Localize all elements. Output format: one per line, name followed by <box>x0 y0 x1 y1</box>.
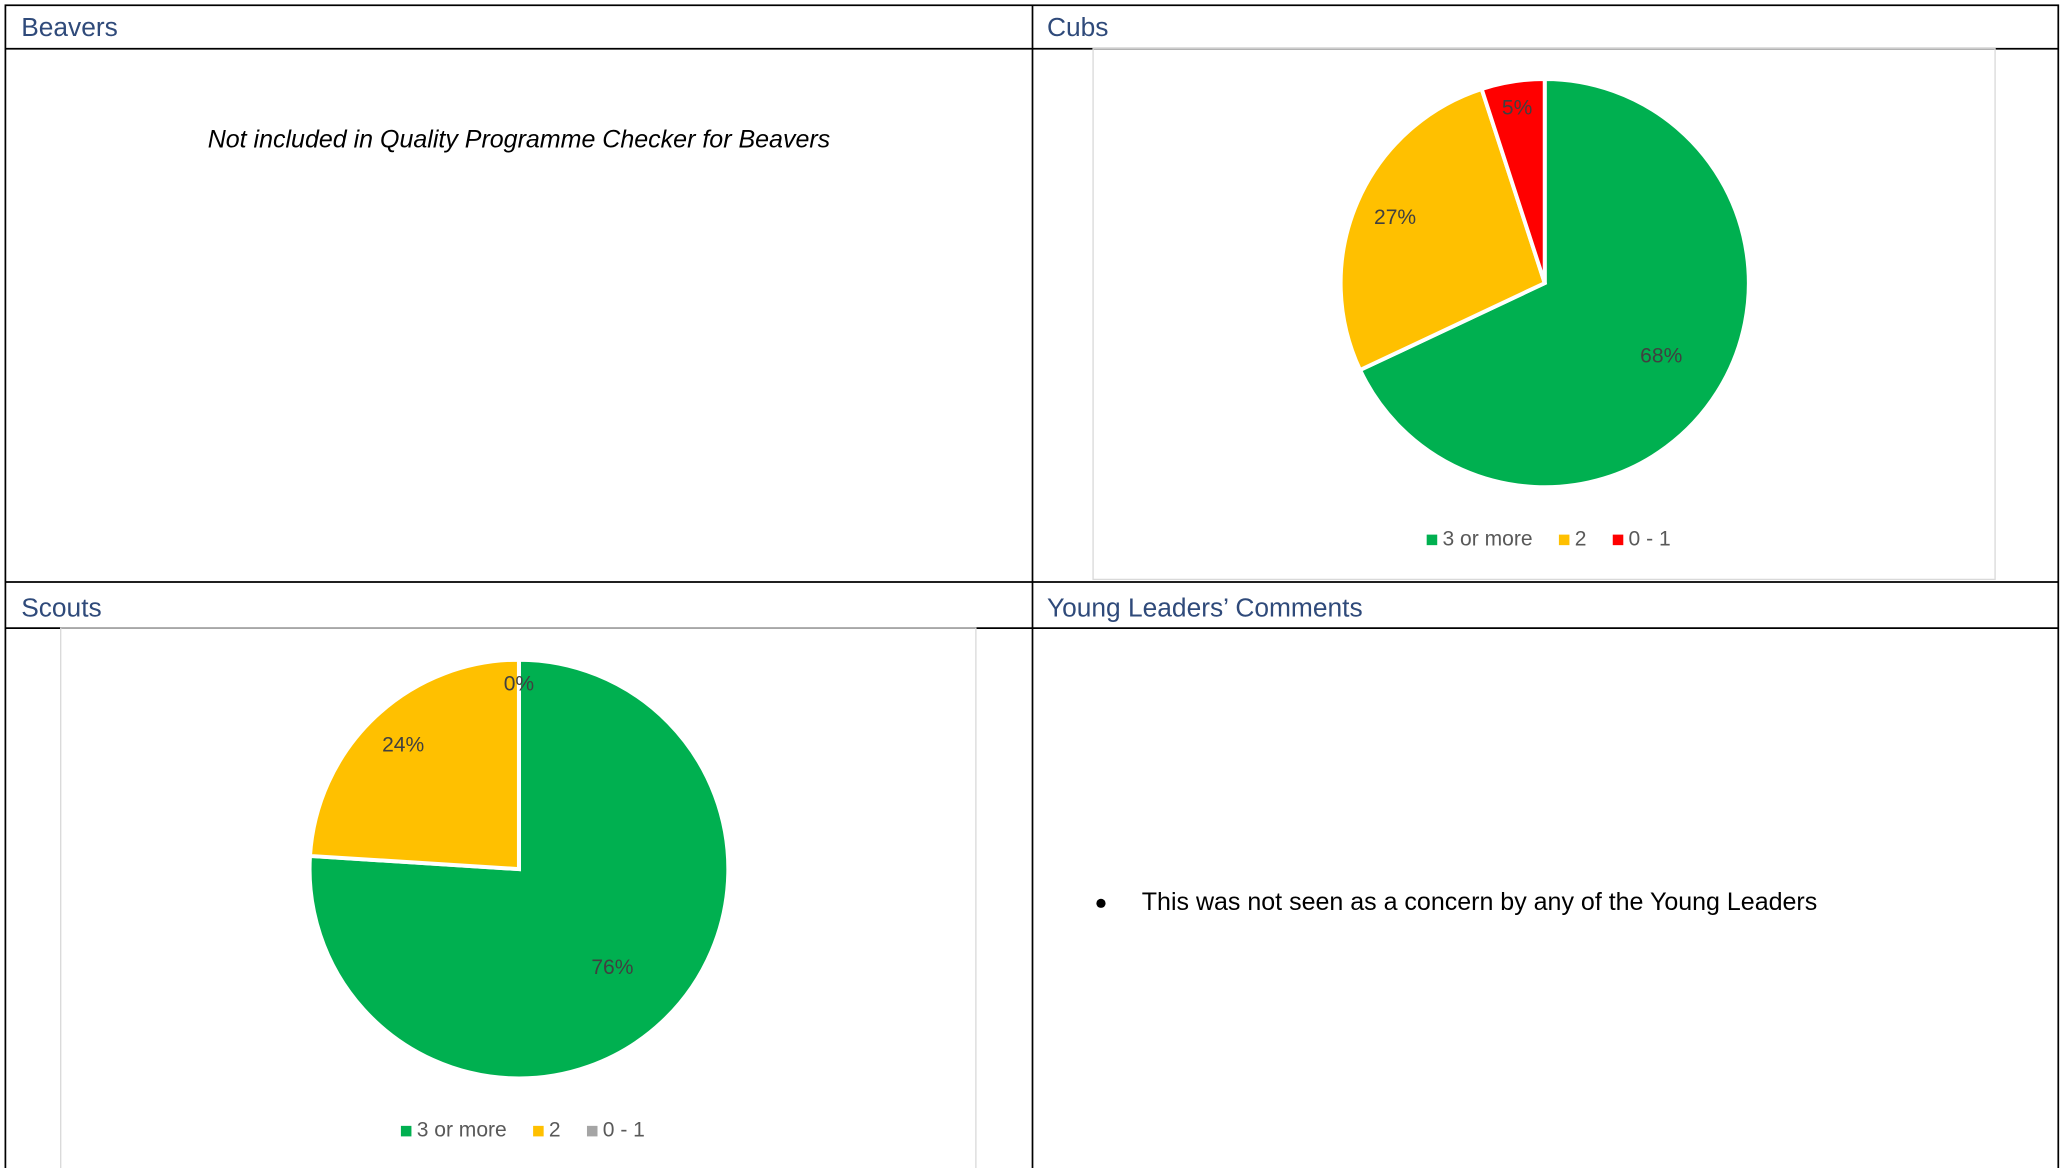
legend-label: 2 <box>549 1119 561 1142</box>
legend-label: 3 or more <box>417 1119 507 1142</box>
pie-slice <box>307 657 521 872</box>
legend-label: 0 - 1 <box>603 1119 645 1142</box>
cell-header: Beavers <box>21 12 118 42</box>
cell-header: Young Leaders’ Comments <box>1047 593 1363 623</box>
legend-swatch <box>1612 534 1624 546</box>
legend-swatch <box>1426 534 1438 546</box>
pie-slice <box>1338 86 1548 373</box>
pie-slice <box>1357 77 1751 490</box>
legend-label: 2 <box>1575 527 1587 550</box>
legend-label: 3 or more <box>1442 527 1532 550</box>
chart-frame <box>60 627 977 1168</box>
bullet-text: This was not seen as a concern by any of… <box>1142 888 1817 916</box>
data-label: 27% <box>1374 206 1416 229</box>
legend-swatch <box>533 1125 544 1137</box>
bullet <box>1096 898 1106 908</box>
cell-header: Scouts <box>21 593 101 623</box>
data-label: 5% <box>1502 96 1532 119</box>
legend-swatch <box>400 1125 412 1137</box>
data-label: 68% <box>1640 345 1682 368</box>
cell-header: Cubs <box>1047 12 1108 42</box>
cell-text: Not included in Quality Programme Checke… <box>208 126 831 154</box>
data-label: 24% <box>382 733 424 756</box>
data-label: 0% <box>504 672 534 695</box>
legend-swatch <box>1558 534 1570 546</box>
legend-label: 0 - 1 <box>1629 527 1671 550</box>
pie-slice <box>1479 77 1547 284</box>
data-label: 76% <box>591 956 633 979</box>
pie-slice <box>307 657 731 1081</box>
legend-swatch <box>586 1125 598 1137</box>
chart-frame <box>1092 48 1996 581</box>
